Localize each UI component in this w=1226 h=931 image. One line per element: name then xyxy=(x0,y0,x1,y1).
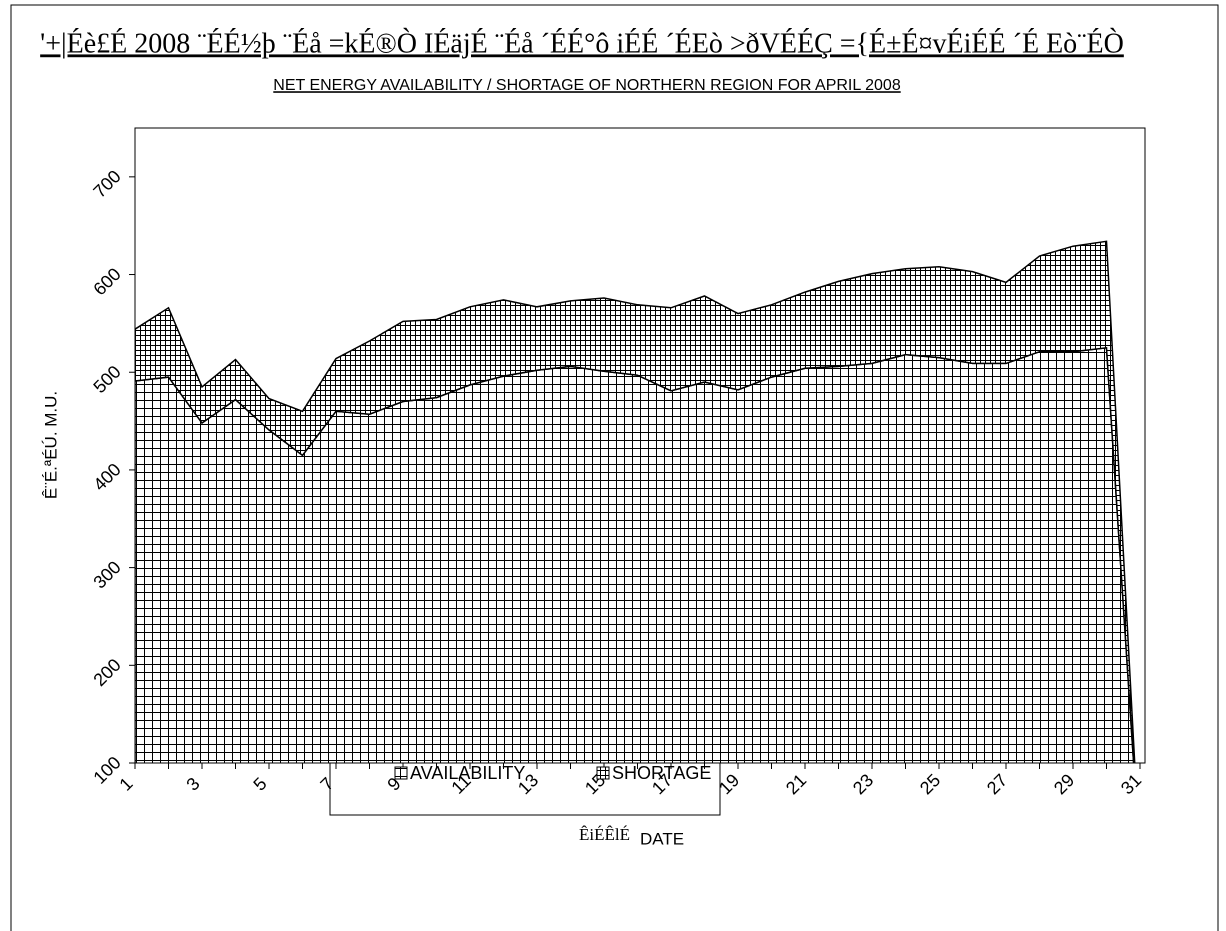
legend-swatch xyxy=(596,766,610,780)
x-tick-label: 1 xyxy=(116,774,137,795)
legend-swatch xyxy=(394,766,408,780)
y-tick-label: 200 xyxy=(89,655,124,690)
chart-title: '+|Éè£É 2008 ¨ÉÉ½þ ¨Éå =kÉ®Ò IÉäjÉ ¨Éå ´… xyxy=(40,28,1124,59)
legend-label: SHORTAGE xyxy=(612,763,711,783)
y-tick-label: 300 xyxy=(89,557,124,592)
x-tick-label: 21 xyxy=(782,770,810,798)
x-tick-label: 29 xyxy=(1050,770,1078,798)
x-axis-label-hindi: ÊiÉÊlÉ xyxy=(579,825,630,844)
plot-area xyxy=(135,240,1136,763)
y-tick-label: 400 xyxy=(89,459,124,494)
x-tick-label: 25 xyxy=(916,770,944,798)
x-tick-label: 23 xyxy=(849,770,877,798)
x-tick-label: 27 xyxy=(983,770,1011,798)
y-tick-label: 700 xyxy=(89,166,124,201)
x-tick-label: 3 xyxy=(183,774,204,795)
x-axis-label: DATE xyxy=(640,829,684,848)
x-tick-label: 5 xyxy=(250,774,271,795)
page-frame xyxy=(10,4,1219,931)
y-tick-label: 500 xyxy=(89,362,124,397)
plot-frame xyxy=(134,127,1146,764)
chart-subtitle: NET ENERGY AVAILABILITY / SHORTAGE OF NO… xyxy=(273,77,901,94)
legend-label: AVAILABILITY xyxy=(410,763,525,783)
area xyxy=(135,240,1136,763)
y-axis-label: Ê¨É.ªÉÚ. M.U. xyxy=(41,391,60,499)
x-tick-label: 31 xyxy=(1117,770,1145,798)
y-tick-label: 600 xyxy=(89,264,124,299)
